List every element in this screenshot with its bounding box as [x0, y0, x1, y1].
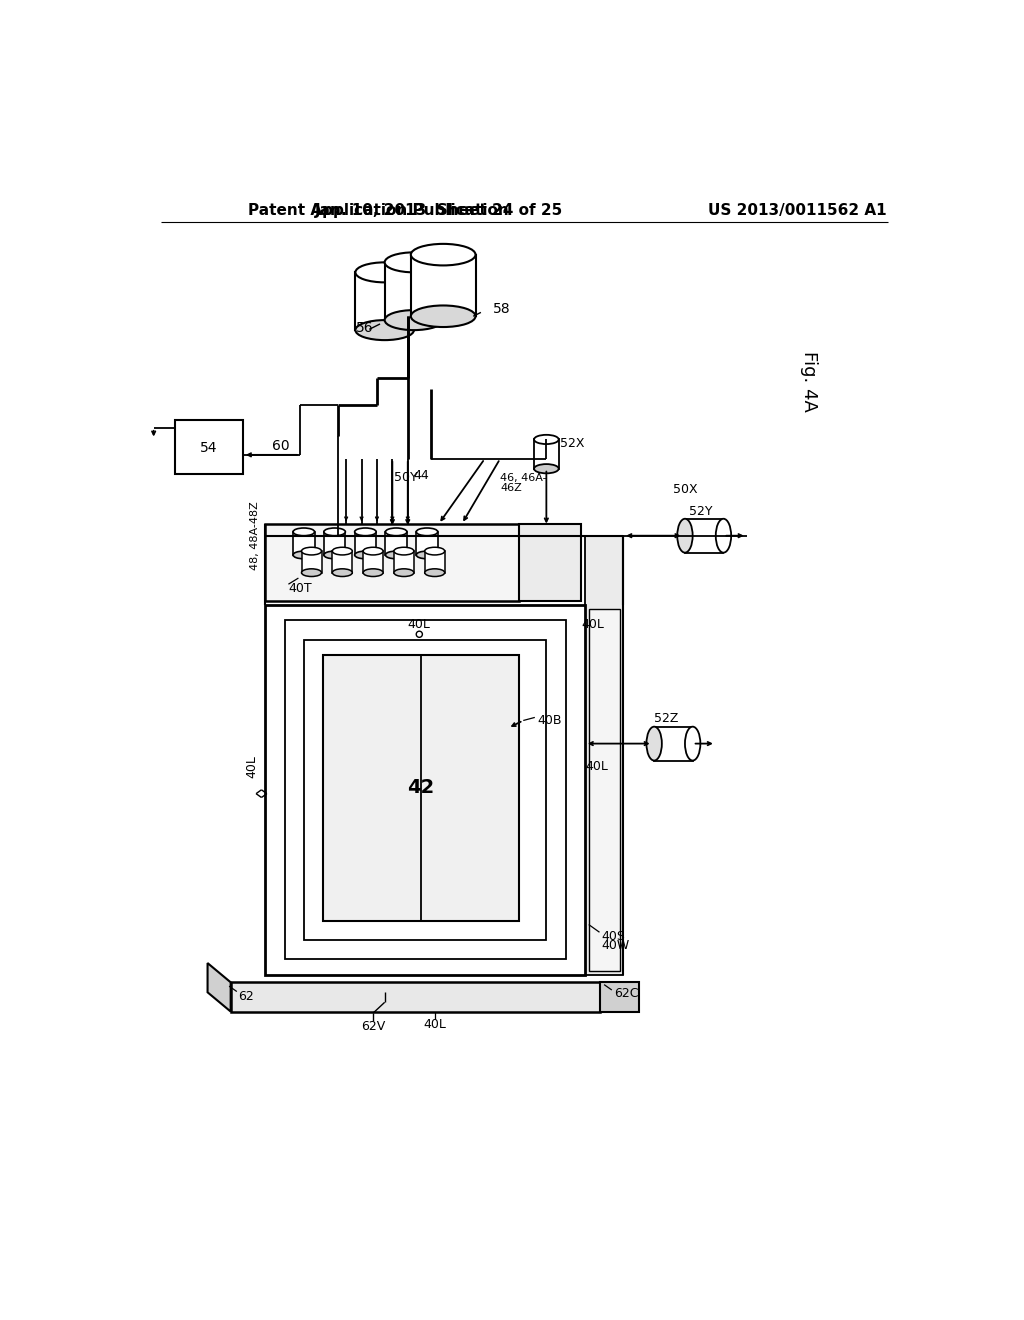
Text: 62V: 62V: [361, 1020, 385, 1034]
Text: 48, 48A-48Z: 48, 48A-48Z: [250, 502, 260, 570]
Ellipse shape: [355, 321, 414, 341]
Ellipse shape: [425, 569, 444, 577]
Ellipse shape: [333, 569, 352, 577]
Text: 40T: 40T: [289, 582, 312, 594]
Text: 58: 58: [493, 301, 510, 315]
Bar: [323, 655, 519, 921]
Polygon shape: [364, 552, 383, 573]
Bar: [585, 536, 624, 974]
Circle shape: [416, 631, 422, 638]
Ellipse shape: [394, 548, 414, 554]
Text: 40W: 40W: [601, 939, 630, 952]
Ellipse shape: [394, 569, 414, 577]
Text: 46, 46A-: 46, 46A-: [500, 473, 547, 483]
Ellipse shape: [354, 552, 376, 558]
Ellipse shape: [535, 465, 559, 474]
Text: 56: 56: [355, 321, 374, 335]
Ellipse shape: [416, 528, 438, 536]
Polygon shape: [654, 726, 692, 760]
Ellipse shape: [293, 528, 314, 536]
Text: 42: 42: [408, 777, 434, 797]
Ellipse shape: [333, 548, 352, 554]
Bar: [304, 640, 547, 940]
Ellipse shape: [385, 310, 443, 330]
Ellipse shape: [354, 528, 376, 536]
Polygon shape: [394, 552, 414, 573]
Polygon shape: [324, 532, 345, 554]
Ellipse shape: [677, 519, 692, 553]
Bar: [265, 605, 585, 974]
Bar: [600, 982, 639, 1011]
Text: Fig. 4A: Fig. 4A: [801, 351, 818, 412]
Text: Jan. 10, 2013  Sheet 24 of 25: Jan. 10, 2013 Sheet 24 of 25: [314, 203, 562, 218]
Text: US 2013/0011562 A1: US 2013/0011562 A1: [708, 203, 887, 218]
Polygon shape: [411, 255, 475, 317]
Ellipse shape: [355, 263, 414, 282]
Text: 40L: 40L: [246, 755, 259, 777]
Text: 62: 62: [239, 990, 254, 1003]
Bar: [519, 524, 581, 601]
Text: 40L: 40L: [582, 618, 604, 631]
Ellipse shape: [301, 548, 322, 554]
Bar: [230, 982, 600, 1011]
Polygon shape: [301, 552, 322, 573]
Ellipse shape: [535, 434, 559, 444]
Ellipse shape: [364, 548, 383, 554]
Polygon shape: [416, 532, 438, 554]
Polygon shape: [333, 552, 352, 573]
Polygon shape: [685, 519, 724, 553]
Text: 40S: 40S: [601, 929, 625, 942]
Ellipse shape: [385, 252, 443, 272]
Text: 50Y: 50Y: [394, 471, 418, 484]
Ellipse shape: [385, 528, 407, 536]
Ellipse shape: [293, 552, 314, 558]
Text: 40L: 40L: [408, 618, 431, 631]
Bar: [589, 609, 620, 970]
Ellipse shape: [324, 552, 345, 558]
Ellipse shape: [411, 244, 475, 265]
Polygon shape: [425, 552, 444, 573]
Ellipse shape: [425, 548, 444, 554]
Text: 40L: 40L: [585, 760, 608, 774]
Ellipse shape: [646, 726, 662, 760]
Polygon shape: [385, 532, 407, 554]
Polygon shape: [385, 263, 443, 321]
Text: 52Z: 52Z: [653, 713, 678, 726]
Polygon shape: [354, 532, 376, 554]
Text: 40B: 40B: [538, 714, 561, 727]
Polygon shape: [293, 532, 314, 554]
Bar: [285, 620, 565, 960]
Text: 52Y: 52Y: [688, 504, 712, 517]
Text: 52X: 52X: [560, 437, 585, 450]
Ellipse shape: [385, 552, 407, 558]
Polygon shape: [208, 964, 230, 1011]
Text: 44: 44: [413, 469, 429, 482]
Bar: [265, 524, 519, 601]
Ellipse shape: [716, 519, 731, 553]
Text: 60: 60: [272, 438, 290, 453]
Ellipse shape: [416, 552, 438, 558]
Text: Patent Application Publication: Patent Application Publication: [248, 203, 508, 218]
Ellipse shape: [685, 726, 700, 760]
Ellipse shape: [324, 528, 345, 536]
Bar: [175, 420, 243, 474]
Text: 54: 54: [201, 441, 218, 455]
Polygon shape: [535, 440, 559, 469]
Text: 46Z: 46Z: [500, 483, 522, 492]
Text: 50X: 50X: [673, 483, 697, 496]
Polygon shape: [355, 272, 414, 330]
Text: 40L: 40L: [423, 1018, 446, 1031]
Ellipse shape: [301, 569, 322, 577]
Ellipse shape: [411, 305, 475, 327]
Ellipse shape: [364, 569, 383, 577]
Text: 62C: 62C: [614, 987, 639, 1001]
